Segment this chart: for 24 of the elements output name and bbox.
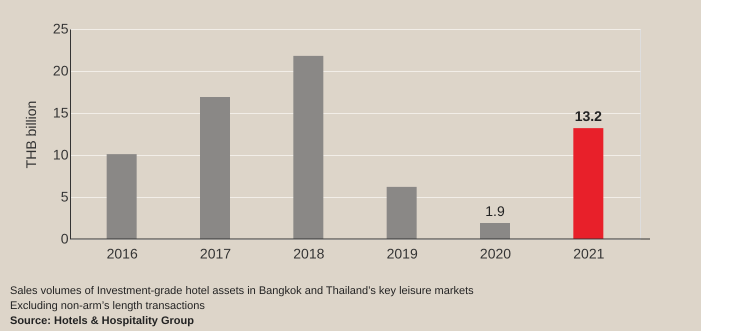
source-note: Source: Hotels & Hospitality Group	[10, 315, 194, 327]
x-tick-label: 2016	[106, 246, 138, 262]
data-label: 13.2	[574, 108, 602, 124]
bar	[106, 154, 137, 239]
bar	[386, 186, 417, 239]
y-tick-label: 20	[52, 62, 69, 78]
bar	[480, 223, 510, 239]
y-tick-label: 25	[52, 20, 69, 36]
data-label: 1.9	[485, 203, 505, 220]
bar	[200, 97, 230, 239]
text: Sales volumes of Investment-grade hotel assets in Bangkok and Thailand’s key leisure markets	[10, 285, 474, 297]
x-tick-label: 2017	[200, 246, 232, 262]
bar	[573, 128, 604, 239]
y-tick-label: 15	[52, 104, 69, 120]
y-tick-label: 5	[60, 188, 69, 204]
y-tick-label: 10	[52, 146, 69, 162]
x-tick-label: 2021	[573, 246, 605, 262]
bar	[293, 56, 324, 239]
x-tick-label: 2018	[293, 246, 325, 262]
y-axis-title: THB billion	[22, 100, 39, 168]
y-tick-label: 0	[60, 230, 69, 246]
x-tick-label: 2019	[386, 246, 418, 262]
text: Excluding non-arm’s length transactions	[10, 300, 206, 312]
x-tick-label: 2020	[480, 246, 512, 262]
